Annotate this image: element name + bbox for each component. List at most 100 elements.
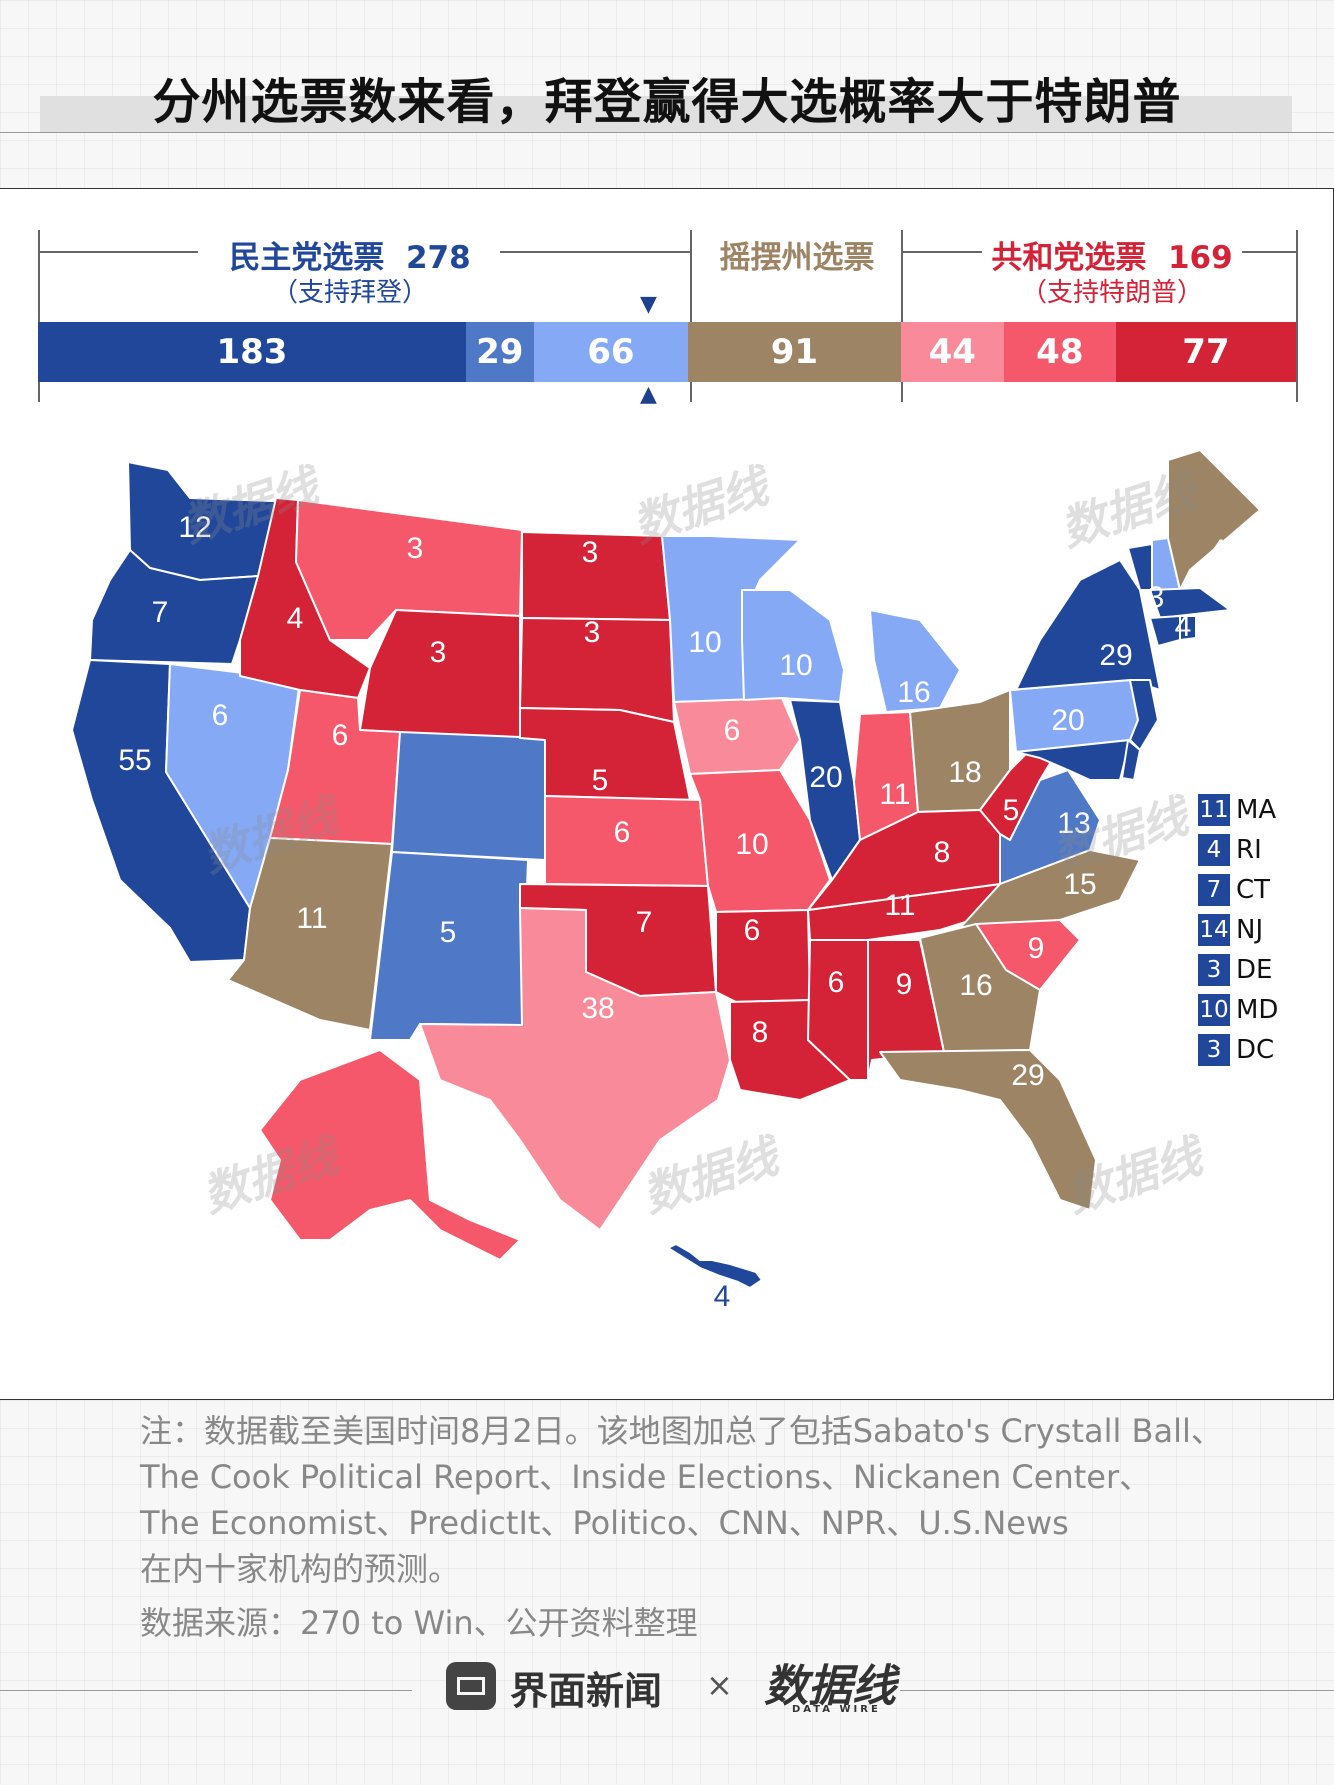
state-ev-label: 15 <box>1063 868 1096 901</box>
state-ev-label: 4 <box>287 602 304 635</box>
state-ev-label: 6 <box>614 816 631 849</box>
state-tx <box>419 907 731 1231</box>
legend-number: 10 <box>1198 994 1230 1026</box>
state-wi <box>741 589 845 703</box>
note-line-2: The Cook Political Report、Inside Electio… <box>140 1458 1152 1496</box>
legend-state-abbr: DC <box>1236 1035 1275 1065</box>
state-ev-label: 3 <box>430 636 447 669</box>
state-ev-label: 29 <box>1011 1059 1044 1092</box>
state-or <box>89 549 259 665</box>
state-ev-label: 11 <box>884 889 915 922</box>
state-ev-label: 9 <box>896 968 913 1001</box>
state-ev-label: 4 <box>1175 610 1192 643</box>
state-ev-label: 3 <box>1148 581 1165 614</box>
top-divider <box>0 132 1334 133</box>
brand-jiemian: 界面新闻 <box>510 1669 663 1713</box>
small-states-legend: 11 MA 4 RI 7 CT 14 NJ 3 DE 10 MD 3 DC <box>1198 790 1278 1070</box>
bracket-dem-swing <box>690 230 692 402</box>
state-md <box>1015 739 1131 781</box>
state-ev-label: 3 <box>407 532 424 565</box>
legend-number: 14 <box>1198 914 1230 946</box>
bracket-left <box>38 230 40 402</box>
state-ev-label: 7 <box>636 906 653 939</box>
legend-row-dc: 3 DC <box>1198 1030 1278 1070</box>
state-hi <box>667 1243 763 1289</box>
bar-segment-3: 91 <box>688 322 901 382</box>
state-de <box>1121 739 1141 781</box>
legend-number: 3 <box>1198 954 1230 986</box>
bar-segment-6: 77 <box>1115 322 1296 382</box>
state-ev-label: 10 <box>688 626 721 659</box>
state-ev-label: 3 <box>372 1224 389 1257</box>
dem-label: 民主党选票 <box>229 240 385 276</box>
state-ev-label: 4 <box>1210 534 1227 567</box>
state-ev-label: 3 <box>582 536 599 569</box>
state-ev-label: 3 <box>584 616 601 649</box>
footer-rule-left <box>0 1690 412 1691</box>
brand-datawire: 数据线 <box>764 1661 896 1712</box>
state-ny <box>1009 559 1161 691</box>
bar-segment-5: 48 <box>1003 322 1116 382</box>
legend-number: 4 <box>1198 834 1230 866</box>
bracket-right <box>1296 230 1298 402</box>
legend-number: 3 <box>1198 1034 1230 1066</box>
dem-total: 278 <box>405 240 471 276</box>
majority-marker-top: ▼ <box>640 292 657 317</box>
legend-row-nj: 14 NJ <box>1198 910 1278 950</box>
state-ev-label: 6 <box>828 966 845 999</box>
state-ev-label: 20 <box>1051 704 1084 737</box>
state-shapes <box>71 449 1261 1289</box>
state-ev-label: 6 <box>332 719 349 752</box>
state-ev-label: 55 <box>118 744 151 777</box>
state-ak <box>259 1049 521 1261</box>
state-ev-label: 11 <box>879 778 910 811</box>
footer-rule-right <box>900 1690 1334 1691</box>
state-ev-label: 11 <box>296 902 327 935</box>
legend-state-abbr: NJ <box>1236 915 1264 945</box>
brand-separator: × <box>706 1666 733 1704</box>
rep-header: 共和党选票 169 <box>982 232 1242 277</box>
state-co <box>391 731 546 861</box>
state-ma <box>1149 587 1231 619</box>
note-line-3: The Economist、PredictIt、Politico、CNN、NPR… <box>140 1504 1069 1542</box>
state-ev-label: 7 <box>152 596 169 629</box>
brand-datawire-sub: DATA WIRE <box>792 1704 881 1715</box>
state-ev-label: 29 <box>1099 639 1132 672</box>
state-ar <box>715 909 811 1003</box>
page-title: 分州选票数来看，拜登赢得大选概率大于特朗普 <box>152 74 1182 130</box>
state-ev-label: 6 <box>212 699 229 732</box>
legend-row-ri: 4 RI <box>1198 830 1278 870</box>
rep-header-rule-left <box>902 251 982 253</box>
legend-state-abbr: CT <box>1236 875 1271 905</box>
rep-total: 169 <box>1167 240 1233 276</box>
title-band <box>40 96 1292 132</box>
state-ev-label: 5 <box>440 916 457 949</box>
bracket-swing-rep <box>901 230 903 402</box>
bar-segment-2: 66 <box>533 322 689 382</box>
notes: 注：数据截至美国时间8月2日。该地图加总了包括Sabato's Crystall… <box>140 1408 1320 1592</box>
majority-marker-bottom: ▲ <box>640 382 657 407</box>
state-ri <box>1179 615 1197 641</box>
state-ev-label: 12 <box>178 511 211 544</box>
bar-segment-4: 44 <box>900 322 1004 382</box>
state-ev-label: 18 <box>948 756 981 789</box>
dem-subtitle: （支持拜登） <box>271 278 428 308</box>
rep-subtitle: （支持特朗普） <box>1020 278 1203 308</box>
state-fl <box>879 1049 1097 1211</box>
state-ev-label: 38 <box>581 992 614 1025</box>
state-ev-label: 6 <box>724 714 741 747</box>
legend-row-md: 10 MD <box>1198 990 1278 1030</box>
state-ev-label: 9 <box>1028 932 1045 965</box>
legend-number: 11 <box>1198 794 1230 826</box>
jiemian-logo-icon <box>446 1662 496 1710</box>
dem-header-rule-left <box>38 251 198 253</box>
legend-row-ma: 11 MA <box>1198 790 1278 830</box>
state-ev-label: 16 <box>897 676 930 709</box>
state-ev-label: 16 <box>959 969 992 1002</box>
data-source: 数据来源：270 to Win、公开资料整理 <box>140 1604 698 1642</box>
state-ev-label: 10 <box>779 649 812 682</box>
bar-segment-1: 29 <box>465 322 534 382</box>
rep-header-rule-right <box>1242 251 1296 253</box>
